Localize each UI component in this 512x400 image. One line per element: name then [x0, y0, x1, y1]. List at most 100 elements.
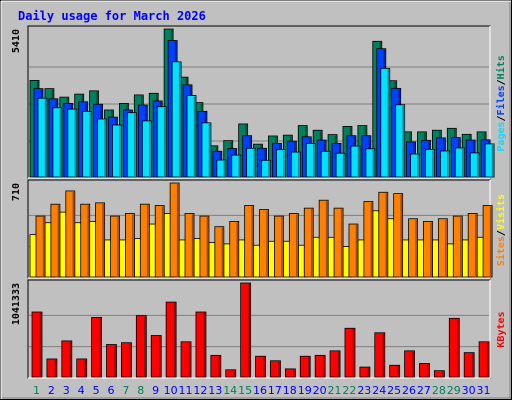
- bar-kbytes-day-16: [255, 355, 266, 378]
- bar-pages-day-23: [365, 148, 376, 178]
- bar-pages-day-2: [52, 107, 63, 178]
- bar-pages-day-20: [320, 150, 331, 178]
- legend-entry: /: [496, 230, 507, 236]
- x-tick-label-23: 23: [357, 384, 371, 397]
- x-tick-label-11: 11: [178, 384, 192, 397]
- legend: KBytes: [496, 311, 507, 347]
- bar-pages-day-14: [231, 154, 242, 178]
- x-tick-label-17: 17: [268, 384, 282, 397]
- bar-pages-day-10: [171, 61, 182, 178]
- bar-kbytes-day-6: [106, 344, 117, 378]
- x-tick-label-29: 29: [447, 384, 461, 397]
- legend-entry: /: [496, 79, 507, 85]
- bar-sites-day-1: [35, 215, 46, 278]
- x-tick-label-2: 2: [48, 384, 55, 397]
- bar-sites-day-6: [110, 215, 120, 278]
- bar-kbytes-day-2: [46, 358, 58, 378]
- bar-sites-day-7: [125, 213, 135, 278]
- bar-sites-day-24: [378, 191, 389, 278]
- bar-kbytes-day-26: [404, 350, 415, 378]
- bar-sites-day-29: [452, 215, 463, 278]
- x-tick-label-27: 27: [417, 384, 431, 397]
- bar-kbytes-day-11: [180, 341, 192, 378]
- bar-kbytes-day-20: [314, 354, 326, 378]
- bar-pages-day-28: [439, 150, 450, 178]
- x-tick-label-21: 21: [328, 384, 342, 397]
- legend-entry: Hits: [495, 55, 507, 79]
- bar-sites-day-25: [393, 193, 404, 278]
- bar-kbytes-day-13: [210, 354, 222, 378]
- bar-sites-day-30: [467, 213, 478, 278]
- x-tick-label-1: 1: [33, 384, 40, 397]
- x-tick-label-28: 28: [432, 384, 446, 397]
- bar-sites-day-22: [348, 223, 359, 278]
- bar-sites-day-16: [259, 209, 269, 278]
- panel-visits-sites: 710 Sites/Visits: [11, 179, 507, 279]
- x-tick-label-6: 6: [107, 384, 114, 397]
- bar-pages-day-26: [410, 153, 420, 178]
- x-tick-label-25: 25: [387, 384, 401, 397]
- x-tick-label-26: 26: [402, 384, 416, 397]
- bar-pages-day-29: [454, 147, 465, 178]
- bar-pages-day-16: [261, 159, 271, 178]
- legend-entry: Visits: [495, 194, 507, 230]
- legend-entry: Sites: [495, 236, 507, 266]
- x-tick-label-19: 19: [298, 384, 312, 397]
- legend-entry: Pages: [496, 121, 507, 151]
- bar-pages-day-25: [395, 104, 406, 178]
- x-tick-label-8: 8: [137, 384, 144, 397]
- bar-pages-day-18: [290, 151, 301, 178]
- bar-kbytes-day-17: [270, 360, 281, 378]
- bar-kbytes-day-3: [61, 340, 73, 378]
- x-tick-label-16: 16: [253, 384, 267, 397]
- bar-sites-day-19: [303, 207, 314, 278]
- bar-pages-day-13: [216, 159, 227, 178]
- bar-pages-day-3: [67, 108, 78, 178]
- bar-sites-day-2: [50, 203, 61, 278]
- x-tick-label-10: 10: [164, 384, 178, 397]
- bar-pages-day-31: [484, 143, 495, 178]
- bar-kbytes-day-1: [31, 311, 43, 378]
- bar-sites-day-5: [95, 202, 106, 278]
- bar-kbytes-day-27: [419, 363, 430, 378]
- bar-pages-day-17: [276, 149, 286, 178]
- bar-sites-day-27: [423, 220, 433, 278]
- bar-kbytes-day-12: [195, 311, 207, 378]
- bar-kbytes-day-10: [165, 301, 177, 378]
- y-axis-max-label: 1041333: [11, 283, 22, 325]
- bar-pages-day-7: [127, 112, 137, 178]
- bar-sites-day-14: [229, 220, 240, 278]
- bar-kbytes-day-4: [76, 358, 88, 378]
- bar-sites-day-12: [199, 215, 210, 278]
- bar-pages-day-22: [350, 145, 361, 178]
- legend-entry: /: [496, 115, 507, 121]
- bar-kbytes-day-15: [240, 282, 252, 378]
- x-tick-label-30: 30: [462, 384, 476, 397]
- bar-pages-day-11: [186, 95, 197, 178]
- bar-sites-day-4: [80, 203, 91, 278]
- bar-pages-day-5: [97, 118, 108, 178]
- x-tick-label-9: 9: [152, 384, 159, 397]
- x-tick-label-22: 22: [342, 384, 356, 397]
- bar-sites-day-18: [288, 213, 299, 278]
- legend: Pages/Files/Hits: [495, 55, 507, 151]
- bar-kbytes-day-7: [121, 342, 132, 378]
- bar-sites-day-21: [333, 207, 344, 278]
- bar-pages-day-8: [141, 120, 152, 178]
- x-tick-label-14: 14: [223, 384, 237, 397]
- panel-kbytes: 1041333 KBytes: [11, 279, 507, 379]
- x-tick-label-3: 3: [63, 384, 70, 397]
- y-axis-max-label: 710: [11, 183, 22, 201]
- x-tick-label-24: 24: [372, 384, 386, 397]
- bar-pages-day-9: [156, 106, 167, 178]
- x-tick-label-18: 18: [283, 384, 297, 397]
- legend: Sites/Visits: [495, 194, 507, 266]
- bar-sites-day-26: [408, 218, 418, 278]
- bar-pages-day-24: [380, 67, 391, 178]
- x-tick-label-20: 20: [313, 384, 327, 397]
- bar-kbytes-day-31: [478, 341, 490, 378]
- bar-sites-day-11: [184, 213, 195, 278]
- bar-pages-day-6: [112, 124, 122, 178]
- bar-pages-day-21: [335, 152, 346, 178]
